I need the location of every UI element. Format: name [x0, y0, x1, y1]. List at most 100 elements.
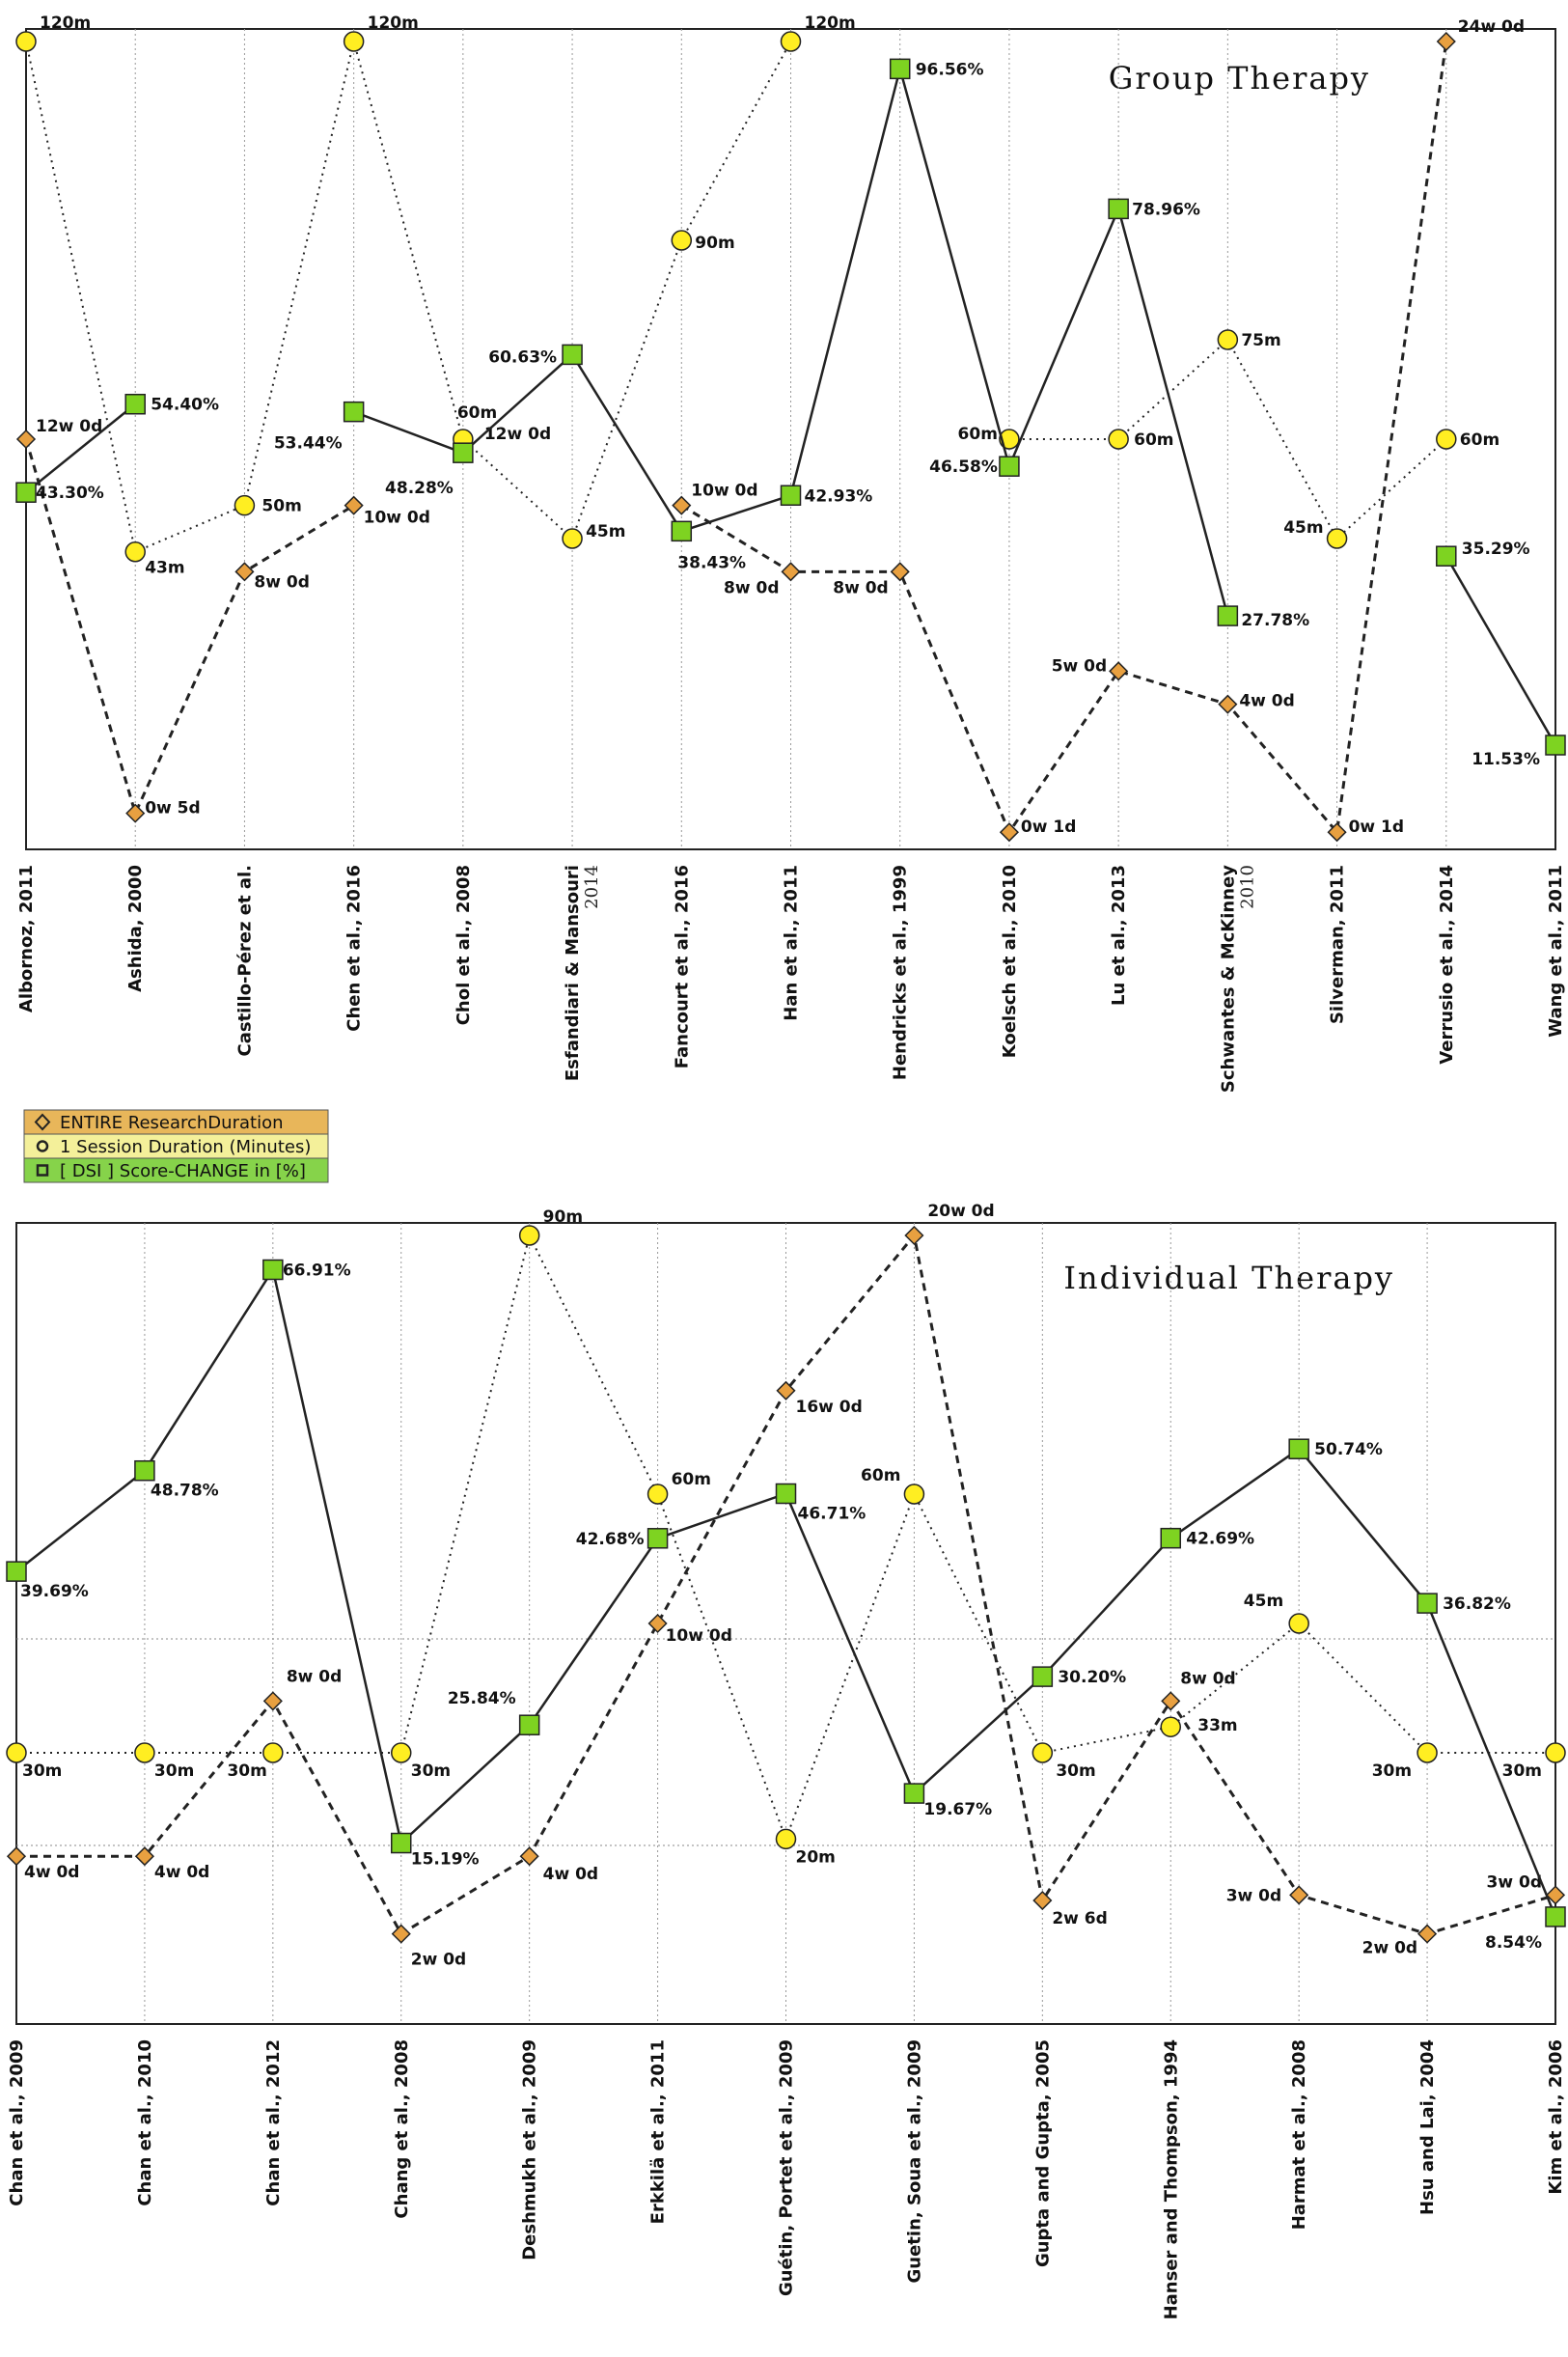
- dsi-data-label: 19.67%: [923, 1800, 992, 1819]
- research-duration-point: [15, 429, 37, 450]
- session-data-label: 30m: [22, 1761, 62, 1781]
- research-duration-point: [1109, 661, 1129, 681]
- legend: ENTIRE ResearchDuration 1 Session Durati…: [23, 1109, 329, 1183]
- dsi-data-label: 54.40%: [151, 396, 219, 415]
- dsi-score-point: [1436, 545, 1457, 567]
- x-tick-label: Hanser and Thompson, 1994: [1161, 2039, 1181, 2319]
- session-duration-point: [1108, 429, 1129, 450]
- session-duration-point: [391, 1742, 412, 1763]
- session-duration-point: [1436, 429, 1457, 450]
- x-tick-label: Schwantes & McKinney: [1218, 865, 1238, 1093]
- research-data-label: 8w 0d: [724, 578, 779, 597]
- session-data-label: 30m: [1502, 1761, 1542, 1781]
- research-data-label: 5w 0d: [1052, 656, 1107, 676]
- research-data-label: 20w 0d: [927, 1202, 994, 1221]
- session-duration-point: [775, 1828, 797, 1850]
- research-duration-point: [125, 803, 146, 823]
- legend-swatch-dsi: [23, 1157, 329, 1183]
- dsi-score-point: [562, 344, 583, 366]
- x-tick-label: Han et al., 2011: [782, 865, 802, 1021]
- x-tick-label: Lu et al., 2013: [1109, 865, 1129, 1006]
- session-data-label: 50m: [261, 497, 301, 516]
- research-duration-point: [781, 562, 801, 582]
- session-duration-point: [15, 31, 37, 52]
- legend-item-research: ENTIRE ResearchDuration: [23, 1109, 329, 1135]
- x-tick-label: Hendricks et al., 1999: [891, 865, 911, 1080]
- x-tick-sublabel: 2014: [582, 865, 602, 909]
- research-data-label: 16w 0d: [796, 1398, 863, 1417]
- research-duration-point: [890, 562, 910, 582]
- session-data-label: 90m: [543, 1207, 583, 1227]
- circle-icon: [36, 1140, 49, 1152]
- session-data-label: 30m: [1056, 1761, 1095, 1781]
- x-tick-label: Chol et al., 2008: [454, 865, 474, 1025]
- dsi-score-point: [391, 1832, 412, 1854]
- x-tick-sublabel: 2010: [1237, 865, 1257, 909]
- research-duration-point: [1545, 1885, 1566, 1905]
- session-data-label: 90m: [695, 234, 734, 253]
- dsi-data-label: 53.44%: [274, 434, 343, 454]
- session-duration-point: [780, 31, 802, 52]
- session-duration-point: [262, 1742, 284, 1763]
- dsi-score-point: [262, 1259, 284, 1281]
- legend-item-dsi: [ DSI ] Score-CHANGE in [%]: [23, 1157, 329, 1183]
- session-data-label: 60m: [1460, 430, 1499, 450]
- dsi-data-label: 43.30%: [36, 484, 104, 503]
- x-tick-label: Chan et al., 2009: [7, 2039, 27, 2206]
- x-tick-label: Castillo-Pérez et al.: [234, 865, 255, 1056]
- dsi-data-label: 42.68%: [576, 1530, 645, 1549]
- research-duration-point: [776, 1380, 796, 1400]
- x-tick-label: Chang et al., 2008: [392, 2039, 412, 2219]
- dsi-score-point: [1108, 198, 1129, 220]
- research-duration-point: [262, 1691, 283, 1711]
- research-data-label: 4w 0d: [1239, 692, 1294, 711]
- session-data-label: 30m: [227, 1761, 266, 1781]
- session-duration-point: [124, 541, 146, 563]
- dsi-score-point: [1545, 735, 1566, 756]
- research-duration-point: [904, 1225, 924, 1246]
- research-data-label: 0w 1d: [1021, 818, 1076, 837]
- dsi-data-label: 78.96%: [1132, 200, 1200, 219]
- research-data-label: 10w 0d: [364, 509, 430, 528]
- dsi-data-label: 46.58%: [929, 458, 998, 477]
- session-duration-point: [1288, 1613, 1309, 1634]
- x-tick-label: Chen et al., 2016: [344, 865, 365, 1032]
- research-data-label: 8w 0d: [254, 572, 309, 592]
- dsi-data-label: 30.20%: [1058, 1668, 1126, 1687]
- dsi-data-label: 42.69%: [1186, 1530, 1254, 1549]
- research-data-label: 10w 0d: [691, 482, 757, 501]
- session-duration-point: [134, 1742, 155, 1763]
- session-duration-point: [903, 1484, 925, 1505]
- research-series-line: [24, 438, 355, 818]
- research-data-label: 4w 0d: [543, 1865, 598, 1884]
- research-data-label: 3w 0d: [1487, 1872, 1542, 1892]
- research-data-label: 2w 6d: [1052, 1909, 1107, 1928]
- x-tick-label: Gupta and Gupta, 2005: [1032, 2039, 1053, 2267]
- session-duration-point: [1326, 528, 1348, 549]
- session-data-label: 120m: [805, 14, 856, 33]
- dsi-data-label: 25.84%: [448, 1689, 516, 1708]
- research-data-label: 2w 0d: [1362, 1939, 1417, 1958]
- individual-dsi-series: 39.69% 48.78% 66.91% 15.19% 25.84% 42.68% 46.7…: [6, 1259, 1566, 1953]
- dsi-score-point: [518, 1714, 540, 1735]
- dsi-score-point: [889, 58, 911, 80]
- session-data-label: 75m: [1241, 331, 1280, 350]
- square-icon: [36, 1164, 49, 1177]
- session-duration-point: [646, 1484, 669, 1505]
- session-duration-point: [6, 1742, 27, 1763]
- x-tick-label: Koelsch et al., 2010: [1000, 865, 1020, 1058]
- dsi-score-point: [1217, 605, 1239, 626]
- dsi-data-label: 96.56%: [916, 60, 984, 79]
- research-data-label: 8w 0d: [1180, 1669, 1235, 1688]
- session-duration-point: [1032, 1742, 1054, 1763]
- individual-therapy-title: Individual Therapy: [1063, 1260, 1394, 1296]
- session-series-line: [25, 41, 792, 554]
- session-data-label: 30m: [411, 1761, 451, 1781]
- x-tick-label: Harmat et al., 2008: [1289, 2039, 1309, 2230]
- dsi-score-point: [903, 1783, 925, 1804]
- research-data-label: 12w 0d: [36, 417, 102, 436]
- session-duration-point: [562, 528, 583, 549]
- session-duration-point: [1545, 1742, 1566, 1763]
- research-duration-point: [1161, 1691, 1181, 1711]
